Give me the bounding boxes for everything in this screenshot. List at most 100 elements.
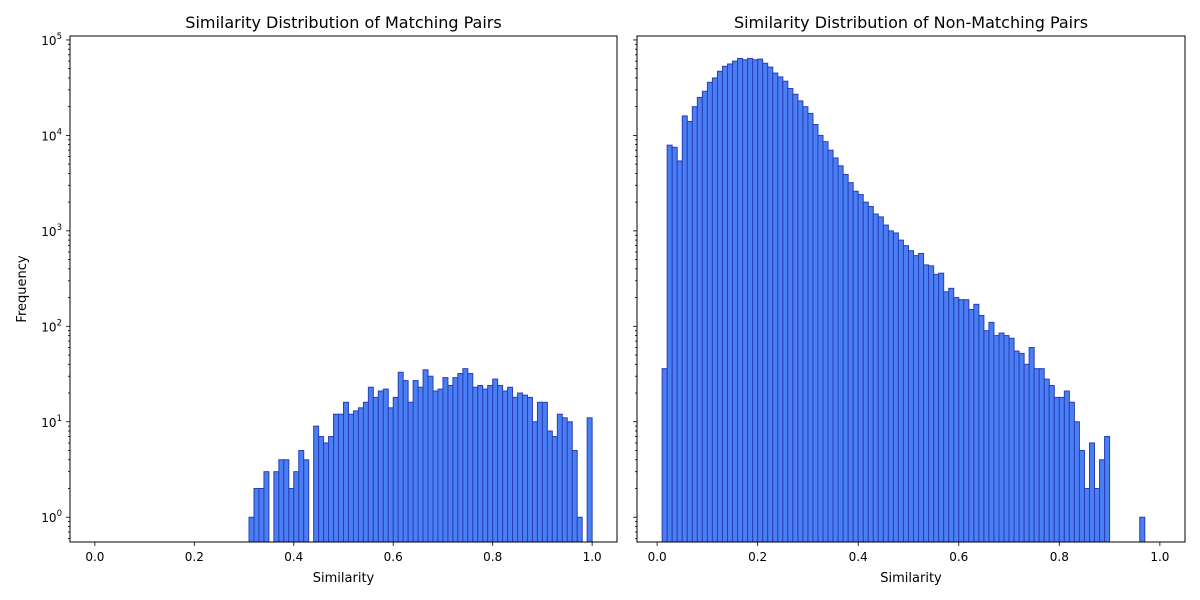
matching-x-tick-label: 0.6 xyxy=(384,550,403,564)
non-matching-histogram-bar xyxy=(1099,459,1106,543)
matching-histogram-bar xyxy=(522,394,528,543)
matching-histogram-bar xyxy=(586,417,593,543)
matching-x-tick-label: 0.8 xyxy=(483,550,502,564)
non-matching-histogram-bar xyxy=(1023,363,1030,543)
non-matching-histogram-bar xyxy=(747,57,754,543)
non-matching-histogram-bar xyxy=(1063,390,1070,543)
matching-histogram-bar xyxy=(367,386,374,543)
non-matching-histogram-bar xyxy=(1073,421,1080,543)
matching-histogram-bar xyxy=(477,384,484,543)
non-matching-histogram-bar xyxy=(887,230,894,543)
matching-histogram-bar xyxy=(387,407,394,543)
matching-histogram-bar xyxy=(492,378,499,543)
non-matching-histogram-bar xyxy=(686,120,693,543)
non-matching-histogram-bar xyxy=(827,149,834,543)
matching-y-tick-label: 103 xyxy=(41,223,62,239)
matching-x-axis-title: Similarity xyxy=(313,571,375,586)
matching-histogram-bar xyxy=(293,471,300,543)
matching-histogram-bar xyxy=(298,450,305,543)
non-matching-histogram-bar xyxy=(797,100,804,543)
non-matching-histogram-bar xyxy=(792,93,799,543)
matching-histogram-bar xyxy=(258,487,265,543)
matching-histogram-bar xyxy=(487,384,494,543)
matching-histogram-bar xyxy=(323,442,330,543)
non-matching-histogram-bar xyxy=(671,146,678,543)
matching-histogram-bar xyxy=(392,396,399,543)
matching-histogram-bar xyxy=(338,413,344,543)
non-matching-histogram-bar xyxy=(1139,516,1146,543)
non-matching-histogram-bar xyxy=(973,303,980,543)
non-matching-histogram-bar xyxy=(716,70,723,543)
non-matching-histogram-bar xyxy=(1053,396,1060,543)
matching-histogram-bar xyxy=(507,386,514,543)
non-matching-histogram-bar xyxy=(842,173,849,543)
non-matching-histogram-bar xyxy=(998,332,1005,543)
matching-histogram-bar xyxy=(377,390,384,543)
matching-x-tick-label: 0.4 xyxy=(284,550,303,564)
non-matching-histogram-bar xyxy=(953,297,960,543)
matching-histogram-bar xyxy=(497,384,504,543)
matching-histogram-bar xyxy=(278,459,285,543)
non-matching-histogram-bar xyxy=(1068,401,1075,543)
non-matching-histogram-bar xyxy=(782,80,789,543)
matching-y-tick-label: 100 xyxy=(41,509,62,525)
matching-histogram-bar xyxy=(397,371,404,543)
matching-histogram-bar xyxy=(536,401,543,543)
matching-histogram-bar xyxy=(382,388,389,543)
non-matching-histogram-bar xyxy=(721,65,728,543)
matching-histogram-bar xyxy=(467,373,474,543)
non-matching-histogram-bar xyxy=(1033,368,1040,543)
matching-histogram-bar xyxy=(546,430,553,543)
non-matching-histogram-bar xyxy=(706,81,713,543)
matching-histogram-bar xyxy=(427,375,434,543)
matching-histogram-bar xyxy=(333,413,340,543)
non-matching-histogram-bar xyxy=(923,264,930,543)
matching-histogram-bar xyxy=(437,388,444,543)
non-matching-histogram-bar xyxy=(902,245,909,543)
matching-histogram-bar xyxy=(273,471,280,543)
non-matching-histogram-bar xyxy=(1058,396,1065,543)
non-matching-histogram-bar xyxy=(918,252,925,543)
matching-histogram-bar xyxy=(447,384,454,543)
matching-y-tick-label: 101 xyxy=(41,414,62,430)
non-matching-histogram-bar xyxy=(988,321,995,543)
matching-histogram-bar xyxy=(566,421,573,543)
matching-histogram-bar xyxy=(328,436,335,543)
non-matching-histogram-bar xyxy=(742,59,749,543)
matching-histogram-bar xyxy=(362,401,369,543)
non-matching-histogram-bar xyxy=(862,201,869,543)
non-matching-histogram-bar xyxy=(1028,346,1035,543)
matching-chart-title: Similarity Distribution of Matching Pair… xyxy=(185,13,501,32)
non-matching-histogram-bar xyxy=(1018,352,1025,543)
non-matching-histogram-bar xyxy=(1008,337,1015,543)
matching-pairs-chart: Similarity Distribution of Matching Pair… xyxy=(15,13,618,586)
matching-histogram-bar xyxy=(412,380,419,543)
matching-histogram-bar xyxy=(352,410,359,543)
matching-histogram-bar xyxy=(417,386,424,543)
non-matching-histogram-bar xyxy=(701,90,708,543)
non-matching-histogram-bar xyxy=(661,368,668,543)
non-matching-histogram-bar xyxy=(852,190,859,543)
matching-bars xyxy=(248,368,593,543)
non-matching-histogram-bar xyxy=(711,77,718,543)
matching-x-tick-label: 1.0 xyxy=(583,550,602,564)
matching-histogram-bar xyxy=(571,450,578,543)
matching-histogram-bar xyxy=(472,386,479,543)
matching-histogram-bar xyxy=(347,413,354,543)
non-matching-chart-title: Similarity Distribution of Non-Matching … xyxy=(734,13,1088,32)
matching-histogram-bar xyxy=(551,436,558,543)
matching-histogram-bar xyxy=(313,425,320,543)
matching-histogram-bar xyxy=(561,417,568,543)
non-matching-histogram-bar xyxy=(832,157,839,543)
matching-histogram-bar xyxy=(457,373,464,543)
matching-histogram-bar xyxy=(482,388,489,543)
non-matching-histogram-bar xyxy=(1104,436,1111,543)
matching-y-axis-title: Frequency xyxy=(15,255,30,322)
non-matching-histogram-bar xyxy=(882,224,889,543)
non-matching-histogram-bar xyxy=(1013,350,1020,543)
matching-histogram-bar xyxy=(318,436,325,543)
non-matching-histogram-bar xyxy=(812,124,819,543)
non-matching-histogram-bar xyxy=(822,141,829,543)
matching-histogram-bar xyxy=(288,487,295,543)
non-matching-histogram-bar xyxy=(978,314,985,543)
